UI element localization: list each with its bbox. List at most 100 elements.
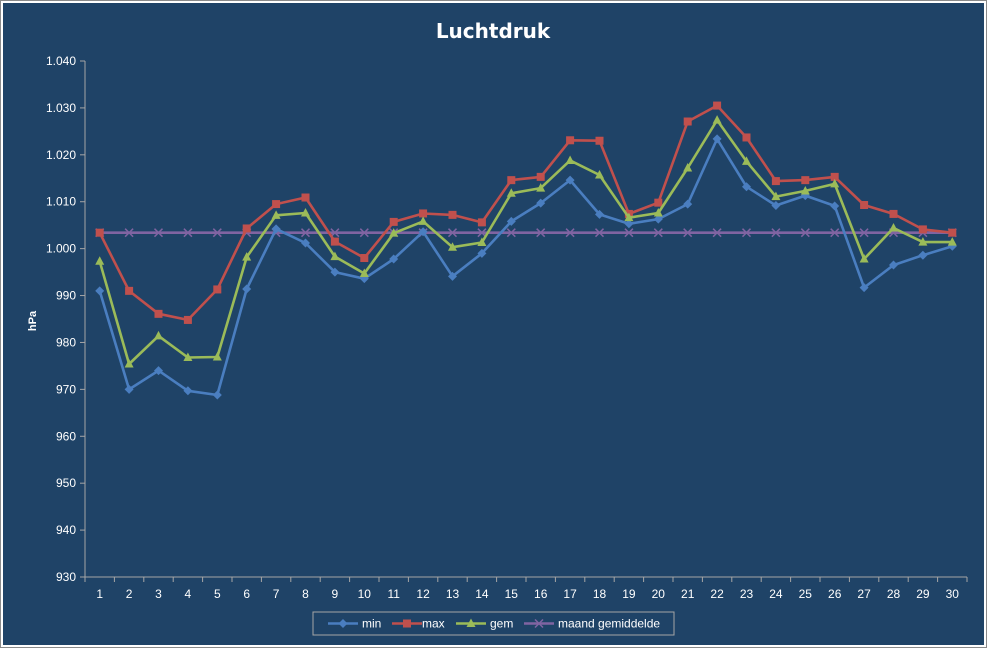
x-tick-label: 12 — [416, 587, 430, 601]
x-tick-label: 2 — [126, 587, 133, 601]
data-point-max — [918, 225, 927, 234]
data-point-max — [683, 117, 692, 126]
x-tick-label: 26 — [828, 587, 842, 601]
data-point-min — [95, 286, 105, 296]
data-point-maand-gemiddelde — [153, 228, 164, 238]
data-point-maand-gemiddelde — [594, 228, 605, 238]
series-line-gem — [98, 118, 953, 366]
data-point-max — [272, 200, 281, 209]
y-axis-label: hPa — [27, 310, 39, 331]
data-point-max — [742, 133, 751, 142]
data-point-max — [183, 315, 192, 324]
x-tick-label: 18 — [593, 587, 607, 601]
x-tick-label: 23 — [740, 587, 754, 601]
data-point-gem — [154, 330, 163, 340]
x-tick-label: 22 — [710, 587, 724, 601]
data-point-maand-gemiddelde — [124, 228, 134, 238]
data-point-min — [653, 214, 663, 224]
y-tick-label: 970 — [56, 382, 76, 396]
x-tick-label: 15 — [505, 587, 519, 601]
data-point-gem — [653, 207, 663, 217]
x-tick-label: 13 — [446, 587, 460, 601]
data-point-gem — [448, 242, 457, 251]
data-point-min — [242, 284, 252, 294]
data-point-max — [125, 286, 134, 295]
data-point-min — [124, 384, 134, 394]
data-point-max — [477, 218, 486, 227]
data-point-gem — [595, 169, 604, 179]
data-point-gem — [506, 188, 516, 197]
legend-item-min: min — [328, 617, 381, 631]
x-tick-label: 8 — [302, 587, 309, 601]
data-point-max — [889, 209, 898, 218]
axes: 9309409509609709809901.0001.0101.0201.03… — [46, 54, 968, 601]
series-line-max — [98, 104, 953, 322]
data-point-gem — [536, 183, 546, 192]
data-point-gem — [242, 252, 252, 261]
x-tick-label: 28 — [887, 587, 901, 601]
data-point-gem — [418, 216, 428, 225]
data-point-max — [771, 177, 780, 186]
x-tick-label: 25 — [799, 587, 813, 601]
data-point-min — [918, 250, 928, 260]
data-point-min — [683, 199, 693, 209]
data-point-gem — [859, 253, 869, 263]
data-point-min — [330, 267, 340, 277]
data-point-max — [566, 136, 575, 145]
data-point-min — [624, 219, 634, 229]
data-point-min — [536, 198, 546, 208]
data-point-min — [418, 227, 428, 237]
y-tick-label: 940 — [56, 523, 76, 537]
data-point-max — [419, 209, 428, 218]
data-point-gem — [271, 210, 281, 219]
data-point-max — [301, 193, 310, 202]
legend-swatch-marker — [338, 619, 348, 628]
data-point-gem — [742, 156, 751, 165]
data-point-maand-gemiddelde — [624, 228, 634, 238]
data-point-maand-gemiddelde — [771, 228, 781, 238]
x-tick-label: 1 — [96, 587, 103, 601]
data-point-maand-gemiddelde — [447, 228, 458, 238]
data-point-maand-gemiddelde — [653, 228, 663, 238]
data-point-min — [506, 216, 516, 226]
y-tick-label: 1.000 — [46, 242, 76, 256]
data-point-min — [595, 209, 604, 219]
y-tick-label: 950 — [56, 476, 76, 490]
series-gem — [95, 115, 957, 368]
data-point-min — [889, 260, 898, 270]
data-point-gem — [712, 115, 722, 124]
legend-item-gem: gem — [456, 617, 513, 631]
legend-label: gem — [490, 617, 513, 631]
data-point-maand-gemiddelde — [477, 228, 487, 238]
data-point-min — [477, 248, 487, 258]
legend-label: min — [362, 617, 381, 631]
data-point-max — [507, 176, 516, 185]
data-point-maand-gemiddelde — [300, 228, 311, 238]
x-tick-label: 11 — [387, 587, 400, 601]
data-point-maand-gemiddelde — [565, 228, 575, 238]
data-point-gem — [683, 162, 693, 172]
data-point-gem — [477, 237, 487, 247]
data-point-gem — [918, 237, 928, 246]
data-point-min — [271, 224, 281, 234]
data-point-gem — [359, 268, 369, 277]
legend-swatch-marker — [534, 618, 544, 629]
x-tick-label: 10 — [358, 587, 372, 601]
data-point-min — [154, 366, 163, 376]
legend-label: max — [422, 617, 445, 631]
y-tick-label: 1.030 — [46, 101, 76, 115]
x-tick-label: 19 — [622, 587, 636, 601]
y-tick-label: 990 — [56, 289, 76, 303]
series-layer — [95, 101, 957, 400]
data-point-gem — [301, 207, 310, 217]
chart-area-background — [3, 3, 984, 645]
data-point-maand-gemiddelde — [712, 228, 722, 238]
y-tick-label: 1.040 — [46, 54, 76, 68]
data-point-max — [448, 210, 457, 219]
data-point-gem — [830, 178, 840, 188]
data-point-max — [830, 172, 839, 181]
x-tick-label: 30 — [946, 587, 960, 601]
legend-label: maand gemiddelde — [558, 617, 660, 631]
chart-title: Luchtdruk — [436, 19, 551, 43]
